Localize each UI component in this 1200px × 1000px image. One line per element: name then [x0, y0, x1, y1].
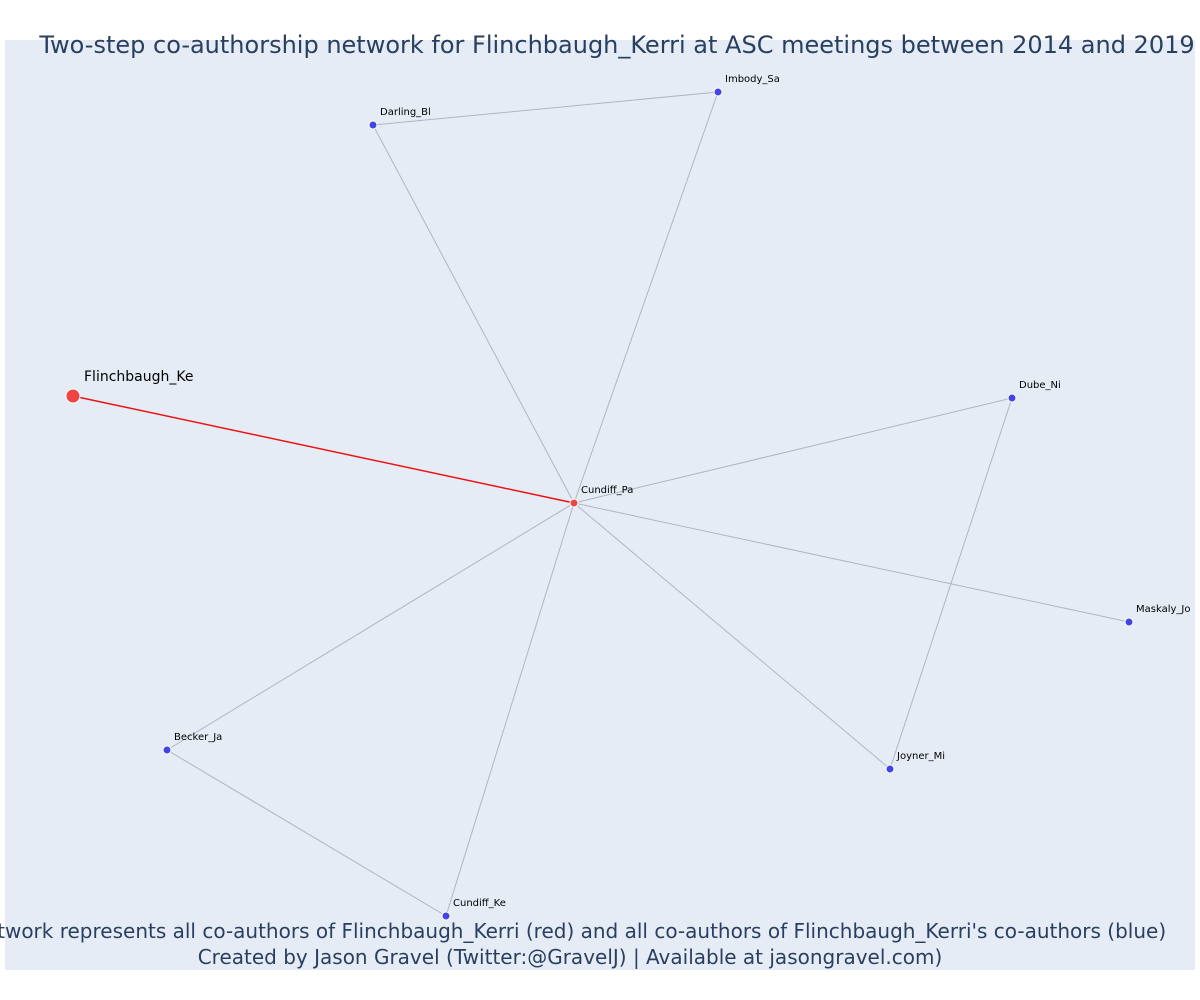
edge [372, 124, 575, 504]
node [368, 120, 378, 130]
node [1007, 393, 1017, 403]
node-label: Cundiff_Pa [581, 485, 633, 496]
node-label: Flinchbaugh_Ke [84, 369, 193, 385]
node-label: Becker_Ja [174, 732, 222, 743]
node-label: Cundiff_Ke [453, 898, 506, 909]
plot-background [5, 40, 1195, 970]
node [441, 911, 451, 921]
edge [166, 502, 575, 751]
node-label: Joyner_Mi [896, 751, 945, 762]
edge [573, 502, 1130, 623]
edge [372, 91, 719, 126]
edge [573, 397, 1013, 504]
edge [573, 91, 719, 504]
nodes: Flinchbaugh_Ke Cundiff_Pa Darling_Bl Imbody… [65, 74, 1190, 921]
edge [445, 502, 575, 917]
edges [72, 91, 1130, 917]
footer-line: Network represents all co-authors of Fli… [0, 919, 1166, 943]
node [713, 87, 723, 97]
node [1124, 617, 1134, 627]
node [569, 498, 579, 508]
node-label: Darling_Bl [380, 107, 431, 118]
node-label: Dube_Ni [1019, 380, 1061, 391]
node [162, 745, 172, 755]
edge [166, 749, 447, 917]
node-label: Imbody_Sa [725, 74, 780, 85]
edge [573, 502, 891, 770]
edge [889, 397, 1013, 770]
node [65, 388, 81, 404]
footer-line: Created by Jason Gravel (Twitter:@Gravel… [198, 945, 943, 969]
node [885, 764, 895, 774]
edge [72, 395, 575, 504]
title: Two-step co-authorship network for Flinc… [38, 31, 1194, 59]
node-label: Maskaly_Jo [1136, 604, 1190, 615]
